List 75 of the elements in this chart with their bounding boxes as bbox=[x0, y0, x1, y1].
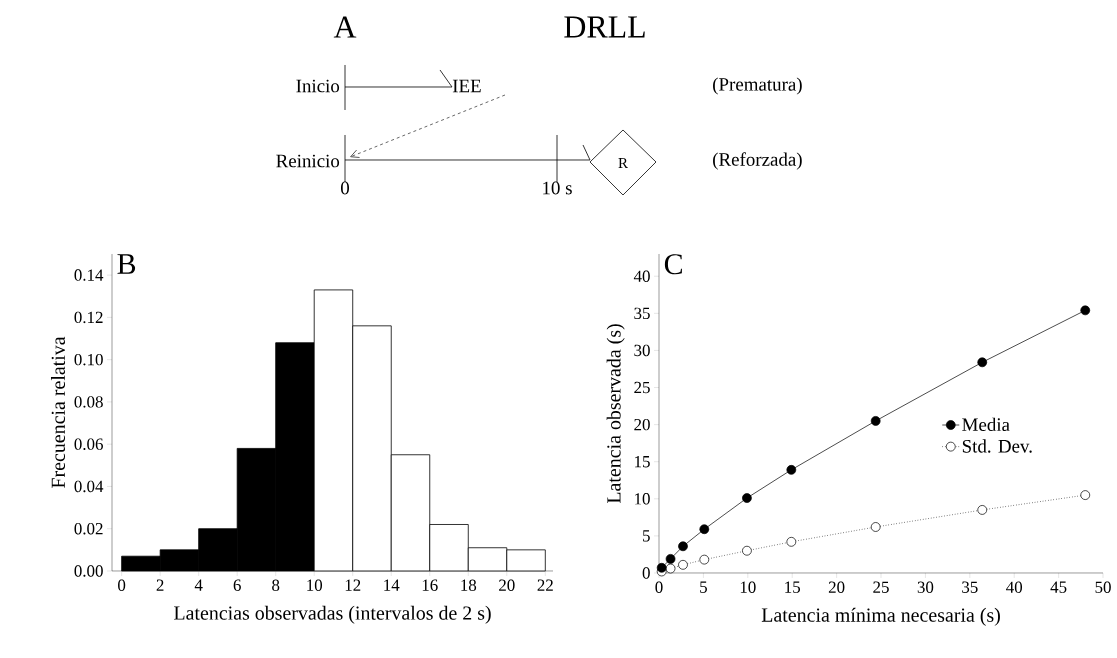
point bbox=[786, 465, 797, 475]
legend-label: Std. Dev. bbox=[962, 439, 1032, 453]
y-tick-label: 0.04 bbox=[74, 480, 104, 493]
x-tick-label: 22 bbox=[537, 579, 553, 591]
point bbox=[742, 493, 752, 503]
point bbox=[870, 416, 881, 426]
x-tick-label: 25 bbox=[873, 581, 889, 593]
x-tick-label: 15 bbox=[785, 581, 801, 593]
x-tick-label: 12 bbox=[345, 579, 361, 591]
text: 0 bbox=[340, 181, 350, 195]
text: 10 s bbox=[543, 181, 572, 195]
point bbox=[977, 357, 988, 368]
y-tick-label: 0.12 bbox=[74, 311, 103, 324]
y-tick-label: 20 bbox=[634, 418, 650, 431]
point bbox=[678, 559, 688, 570]
text: Inicio bbox=[296, 79, 340, 93]
text: IEE bbox=[452, 79, 481, 93]
point bbox=[977, 505, 988, 515]
legend-label: Media bbox=[962, 417, 1010, 432]
text: Reinicio bbox=[276, 154, 340, 168]
text: A bbox=[333, 16, 357, 38]
y-tick-label: 35 bbox=[634, 307, 650, 320]
y-tick-label: 0.06 bbox=[74, 438, 103, 450]
x-tick-label: 8 bbox=[272, 579, 280, 591]
point bbox=[699, 554, 710, 565]
point bbox=[742, 545, 752, 556]
text: R bbox=[618, 158, 628, 168]
point bbox=[656, 562, 667, 573]
y-tick-label: 0.08 bbox=[74, 396, 103, 408]
x-tick-label: 35 bbox=[962, 581, 978, 593]
x-tick-label: 14 bbox=[384, 579, 400, 591]
y-tick-label: 0 bbox=[642, 567, 650, 579]
point bbox=[665, 554, 676, 564]
y-tick-label: 5 bbox=[643, 530, 650, 542]
text: (Prematura) bbox=[713, 77, 802, 95]
x-tick-label: 6 bbox=[233, 579, 241, 591]
x-tick-label: 10 bbox=[307, 579, 323, 591]
x-tick-label: 4 bbox=[194, 579, 203, 591]
x-tick-label: 45 bbox=[1050, 581, 1067, 593]
x-tick-label: 0 bbox=[118, 579, 126, 591]
text: DRLL bbox=[564, 16, 645, 38]
y-tick-label: 0.10 bbox=[74, 353, 103, 366]
point bbox=[699, 524, 710, 535]
x-axis-title: Latencias observadas (intervalos de 2 s) bbox=[174, 605, 491, 624]
x-tick-label: 2 bbox=[156, 579, 164, 591]
annotation: B bbox=[117, 254, 136, 274]
annotation: C bbox=[664, 254, 682, 275]
x-tick-label: 16 bbox=[422, 579, 438, 591]
point bbox=[870, 522, 881, 532]
point bbox=[678, 541, 688, 552]
y-tick-label: 10 bbox=[635, 493, 650, 505]
x-tick-label: 18 bbox=[461, 579, 477, 591]
x-axis-title: Latencia mínima necesaria (s) bbox=[761, 607, 1000, 626]
x-tick-label: 20 bbox=[499, 579, 515, 591]
point bbox=[1080, 490, 1091, 500]
x-tick-label: 50 bbox=[1095, 581, 1111, 593]
x-tick-label: 0 bbox=[655, 581, 663, 593]
y-tick-label: 15 bbox=[635, 456, 650, 468]
x-tick-label: 5 bbox=[700, 581, 707, 593]
point bbox=[786, 536, 797, 547]
x-tick-label: 30 bbox=[917, 581, 934, 593]
y-tick-label: 25 bbox=[634, 381, 650, 394]
point bbox=[665, 563, 676, 574]
point bbox=[1080, 305, 1091, 316]
y-tick-label: 30 bbox=[634, 344, 650, 357]
y-tick-label: 0.14 bbox=[74, 269, 104, 281]
x-tick-label: 20 bbox=[828, 581, 845, 593]
y-tick-label: 40 bbox=[633, 270, 650, 282]
x-tick-label: 40 bbox=[1006, 581, 1023, 593]
x-tick-label: 10 bbox=[740, 581, 756, 593]
y-axis-title: Latencia observada (s) bbox=[606, 324, 625, 504]
y-tick-label: 0.00 bbox=[74, 565, 103, 577]
y-tick-label: 0.02 bbox=[74, 522, 103, 535]
text: (Reforzada) bbox=[713, 152, 802, 170]
y-axis-title: Frecuencia relativa bbox=[50, 336, 65, 488]
